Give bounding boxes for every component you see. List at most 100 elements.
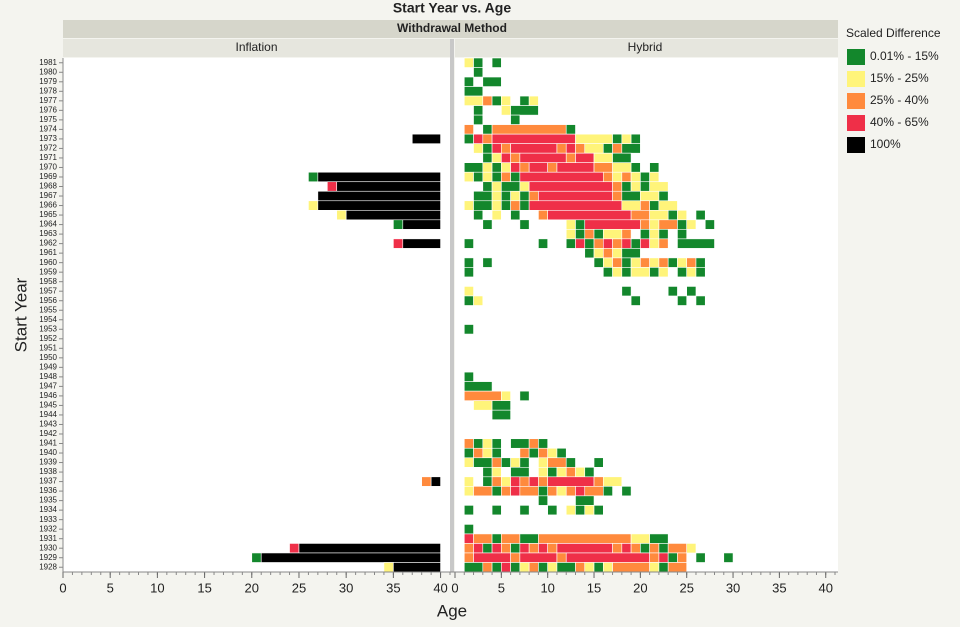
cell bbox=[528, 438, 539, 449]
cell bbox=[612, 257, 623, 268]
y-tick-label: 1959 bbox=[39, 267, 57, 276]
y-tick-label: 1929 bbox=[39, 553, 57, 562]
cell bbox=[491, 486, 502, 497]
cell bbox=[473, 67, 484, 78]
panel-header bbox=[455, 39, 838, 57]
y-tick-label: 1949 bbox=[39, 362, 57, 371]
cell bbox=[491, 181, 502, 192]
cell bbox=[501, 105, 511, 116]
cell bbox=[649, 257, 660, 268]
cell bbox=[473, 171, 484, 183]
cell bbox=[621, 133, 632, 144]
cell bbox=[658, 200, 678, 211]
cell bbox=[463, 57, 474, 68]
cell bbox=[463, 524, 474, 535]
cell bbox=[593, 505, 604, 516]
cell bbox=[575, 219, 586, 230]
cell bbox=[612, 152, 632, 164]
y-axis-label: Start Year bbox=[11, 277, 30, 352]
cell bbox=[463, 200, 474, 211]
cell bbox=[621, 143, 641, 154]
cell bbox=[317, 190, 441, 202]
y-tick-label: 1969 bbox=[39, 172, 57, 181]
cell bbox=[510, 190, 521, 202]
cell bbox=[491, 200, 502, 211]
cell bbox=[649, 533, 669, 544]
cell bbox=[473, 447, 484, 459]
cell bbox=[640, 219, 650, 230]
cell bbox=[538, 476, 548, 487]
cell bbox=[463, 486, 474, 497]
cell bbox=[463, 257, 474, 268]
cell bbox=[575, 238, 586, 249]
cell bbox=[621, 267, 632, 278]
cell bbox=[612, 181, 623, 192]
cell bbox=[336, 181, 441, 192]
cell bbox=[528, 200, 623, 211]
cell bbox=[593, 457, 604, 468]
y-tick-label: 1970 bbox=[39, 163, 57, 172]
cell bbox=[695, 257, 706, 268]
cell bbox=[510, 152, 521, 164]
cell bbox=[630, 295, 641, 306]
cell bbox=[482, 171, 493, 183]
y-tick-label: 1973 bbox=[39, 134, 57, 143]
y-tick-label: 1953 bbox=[39, 324, 57, 333]
cell bbox=[491, 95, 502, 106]
y-tick-label: 1946 bbox=[39, 391, 57, 400]
cell bbox=[621, 171, 632, 183]
cell bbox=[463, 438, 474, 449]
cell bbox=[556, 543, 613, 554]
y-tick-label: 1952 bbox=[39, 334, 57, 343]
cell bbox=[667, 286, 678, 297]
x-tick-label: 10 bbox=[150, 580, 164, 595]
cell bbox=[491, 476, 502, 487]
cell bbox=[547, 457, 567, 468]
cell bbox=[695, 267, 706, 278]
x-axis-label: Age bbox=[437, 601, 467, 620]
cell bbox=[667, 552, 678, 563]
cell bbox=[575, 143, 586, 154]
cell bbox=[584, 505, 595, 516]
x-tick-label: 15 bbox=[197, 580, 211, 595]
legend-label: 40% - 65% bbox=[870, 115, 929, 129]
y-tick-label: 1934 bbox=[39, 505, 57, 514]
cell bbox=[667, 562, 688, 573]
cell bbox=[482, 76, 502, 87]
cell bbox=[510, 171, 521, 183]
cell bbox=[519, 95, 530, 106]
legend-swatch bbox=[847, 93, 865, 109]
cell bbox=[519, 190, 530, 202]
cell bbox=[547, 505, 558, 516]
cell bbox=[649, 181, 669, 192]
cell bbox=[491, 209, 502, 221]
cell bbox=[491, 457, 502, 468]
y-tick-label: 1972 bbox=[39, 144, 57, 153]
cell bbox=[528, 543, 539, 554]
y-tick-label: 1935 bbox=[39, 496, 57, 505]
cell bbox=[649, 543, 660, 554]
y-tick-label: 1971 bbox=[39, 153, 57, 162]
cell bbox=[602, 229, 623, 240]
cell bbox=[547, 162, 558, 173]
cell bbox=[463, 238, 474, 249]
y-tick-label: 1966 bbox=[39, 201, 57, 210]
y-tick-label: 1975 bbox=[39, 115, 57, 124]
cell bbox=[298, 543, 441, 554]
cell bbox=[593, 476, 604, 487]
cell bbox=[473, 190, 493, 202]
cell bbox=[630, 257, 641, 268]
cell bbox=[575, 505, 586, 516]
cell bbox=[556, 486, 567, 497]
y-tick-label: 1956 bbox=[39, 296, 57, 305]
cell bbox=[510, 486, 521, 497]
cell bbox=[519, 181, 530, 192]
cell bbox=[519, 476, 530, 487]
cell bbox=[501, 200, 511, 211]
cell bbox=[501, 152, 511, 164]
cell bbox=[695, 295, 706, 306]
cell bbox=[677, 552, 688, 563]
cell bbox=[547, 486, 558, 497]
x-tick-label: 5 bbox=[107, 580, 114, 595]
cell bbox=[584, 238, 595, 249]
